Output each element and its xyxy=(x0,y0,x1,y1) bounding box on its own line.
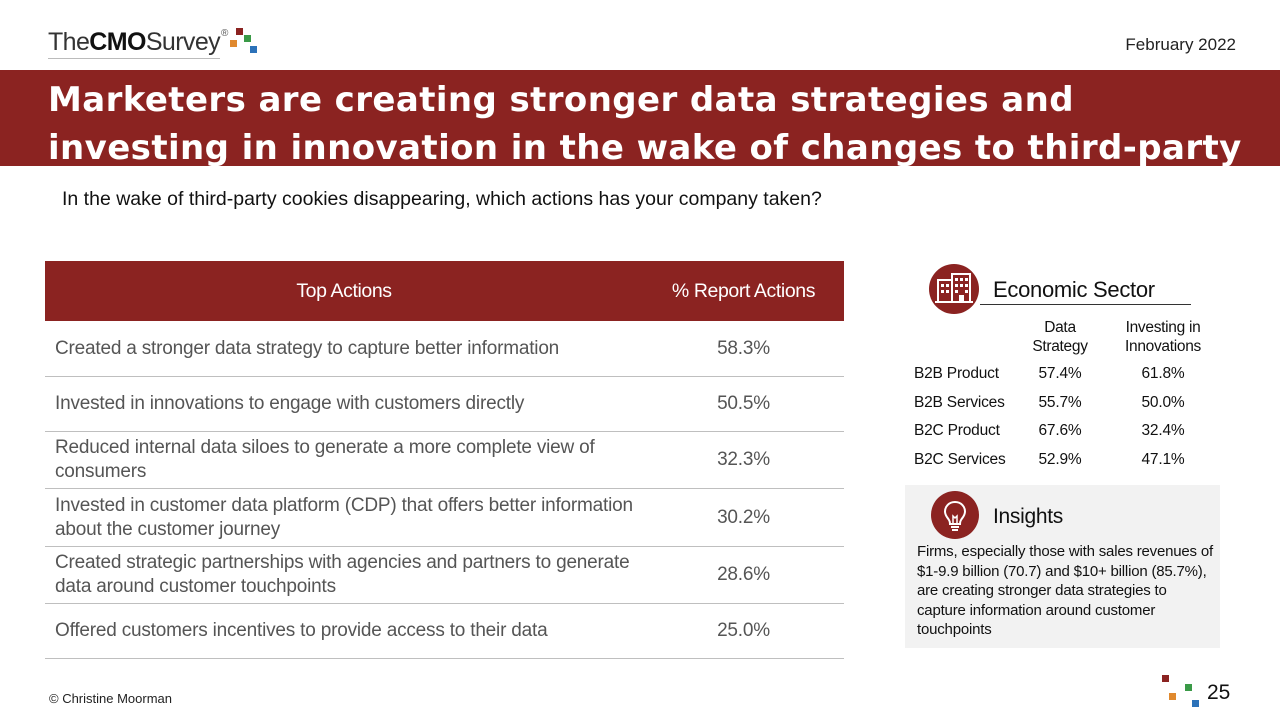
action-text: Invested in innovations to engage with c… xyxy=(55,393,525,414)
action-text: Invested in customer data platform (CDP)… xyxy=(55,494,633,540)
sector-data-value: 52.9% xyxy=(1038,451,1082,468)
page-title: Marketers are creating stronger data str… xyxy=(48,80,1242,216)
sector-row: B2B Product 57.4% 61.8% xyxy=(914,365,1214,387)
header-top-actions: Top Actions xyxy=(296,279,392,302)
insights-box: Insights Firms, especially those with sa… xyxy=(905,485,1220,648)
logo-squares-icon xyxy=(230,26,262,56)
footer-squares-icon xyxy=(1160,673,1204,713)
sector-col-investing: Investing in Innovations xyxy=(1125,319,1201,355)
table-row: Offered customers incentives to provide … xyxy=(45,604,844,659)
table-row: Invested in customer data platform (CDP)… xyxy=(45,489,844,547)
action-text: Reduced internal data siloes to generate… xyxy=(55,437,595,482)
sector-divider xyxy=(980,304,1191,305)
insights-title: Insights xyxy=(993,505,1063,528)
table-row: Invested in innovations to engage with c… xyxy=(45,377,844,432)
table-row: Reduced internal data siloes to generate… xyxy=(45,432,844,489)
table-row: Created a stronger data strategy to capt… xyxy=(45,321,844,377)
actions-table: Top Actions % Report Actions Created a s… xyxy=(45,261,844,659)
table-header: Top Actions % Report Actions xyxy=(45,261,844,321)
sector-invest-value: 50.0% xyxy=(1141,394,1185,411)
action-percent: 58.3% xyxy=(717,337,770,359)
survey-question: In the wake of third-party cookies disap… xyxy=(62,188,822,210)
sector-name: B2B Services xyxy=(914,394,1005,411)
sector-row: B2C Product 67.6% 32.4% xyxy=(914,422,1214,444)
title-banner: Marketers are creating stronger data str… xyxy=(0,70,1280,216)
sector-row: B2B Services 55.7% 50.0% xyxy=(914,394,1214,416)
sector-data-value: 67.6% xyxy=(1038,422,1082,439)
sector-row: B2C Services 52.9% 47.1% xyxy=(914,451,1214,473)
page-number: 25 xyxy=(1207,681,1231,704)
sector-data-value: 57.4% xyxy=(1038,365,1082,382)
building-icon xyxy=(929,264,979,314)
sector-name: B2B Product xyxy=(914,365,999,382)
lightbulb-icon xyxy=(931,491,979,539)
sector-col-data-strategy: Data Strategy xyxy=(1032,319,1088,355)
sector-invest-value: 61.8% xyxy=(1141,365,1185,382)
action-percent: 50.5% xyxy=(717,393,770,414)
sector-invest-value: 32.4% xyxy=(1141,422,1185,439)
sector-invest-value: 47.1% xyxy=(1141,451,1185,468)
sector-data-value: 55.7% xyxy=(1038,394,1082,411)
sector-name: B2C Services xyxy=(914,451,1006,468)
registered-mark: ® xyxy=(221,28,229,39)
action-percent: 28.6% xyxy=(717,564,770,585)
action-text: Created strategic partnerships with agen… xyxy=(55,552,630,597)
action-percent: 25.0% xyxy=(717,620,770,641)
logo-wordmark: TheCMOSurvey xyxy=(48,26,221,59)
sector-name: B2C Product xyxy=(914,422,1000,439)
report-date: February 2022 xyxy=(1125,35,1236,54)
cmo-survey-logo: TheCMOSurvey ® xyxy=(48,26,262,59)
sector-title: Economic Sector xyxy=(993,277,1155,302)
action-text: Created a stronger data strategy to capt… xyxy=(55,337,560,359)
table-row: Created strategic partnerships with agen… xyxy=(45,547,844,604)
copyright: © Christine Moorman xyxy=(49,691,173,706)
insights-text: Firms, especially those with sales reven… xyxy=(917,543,1213,638)
action-percent: 30.2% xyxy=(717,506,770,528)
action-percent: 32.3% xyxy=(717,449,770,470)
header-report-actions: % Report Actions xyxy=(671,279,816,302)
action-text: Offered customers incentives to provide … xyxy=(55,620,548,641)
